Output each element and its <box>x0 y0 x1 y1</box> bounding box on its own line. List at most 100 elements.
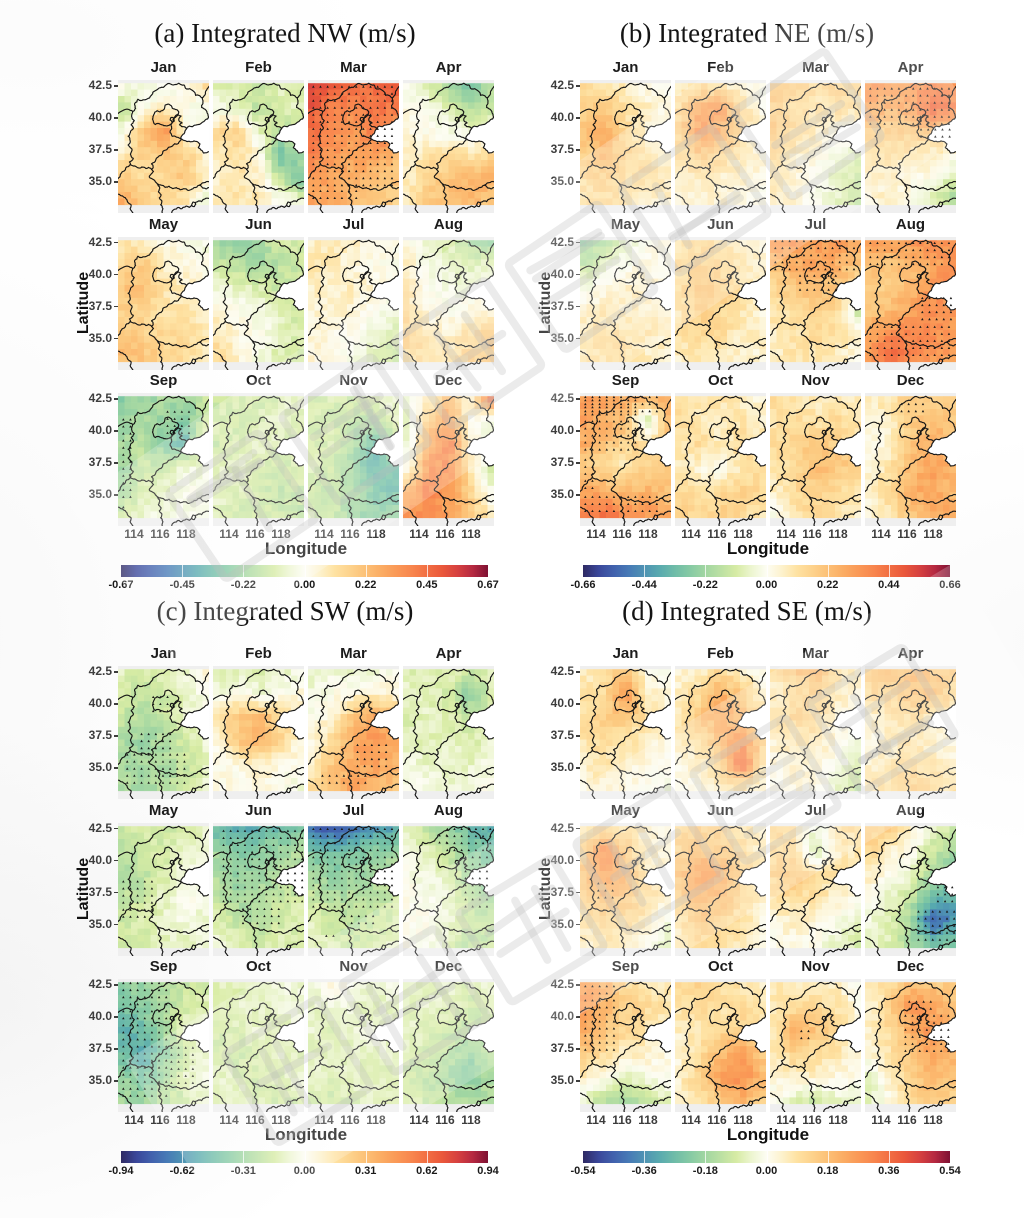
xtick-a-c1-114: 114 <box>219 527 239 541</box>
month-map-feb <box>213 666 304 799</box>
month-map-oct <box>675 979 766 1112</box>
month-map-dec <box>403 393 494 526</box>
month-map-apr <box>865 666 956 799</box>
ytick-d-r0-35: 35.0 <box>544 760 580 774</box>
xtick-c-c0-114: 114 <box>124 1113 144 1127</box>
month-map-jul <box>308 822 399 956</box>
month-label-a-oct: Oct <box>245 372 271 389</box>
month-map-dec <box>865 979 956 1112</box>
cblabel-b-4: 0.22 <box>816 579 839 591</box>
map-a-jan <box>118 80 209 213</box>
xtick-b-c0-114: 114 <box>586 527 606 541</box>
xtick-b-c2-114: 114 <box>776 527 796 541</box>
month-map-dec <box>403 979 494 1112</box>
ytick-a-r2-42.5: 42.5 <box>82 391 118 405</box>
month-map-jun <box>675 822 766 956</box>
ytick-b-r2-37.5: 37.5 <box>544 455 580 469</box>
month-label-d-nov: Nov <box>801 958 830 975</box>
month-label-b-may: May <box>610 215 641 233</box>
month-map-mar <box>770 666 861 799</box>
map-c-aug <box>403 822 494 956</box>
month-label-b-aug: Aug <box>895 215 926 233</box>
ytick-b-r2-42.5: 42.5 <box>544 391 580 405</box>
month-map-oct <box>675 393 766 526</box>
map-b-nov <box>770 393 861 526</box>
map-a-oct <box>213 393 304 526</box>
cblabel-a-3: 0.00 <box>293 579 316 591</box>
map-d-jul <box>770 822 861 956</box>
map-a-jun <box>213 236 304 370</box>
map-d-mar <box>770 666 861 799</box>
ytick-a-r2-40: 40.0 <box>82 423 118 437</box>
ytick-c-r0-37.5: 37.5 <box>82 728 118 742</box>
ytick-b-r0-37.5: 37.5 <box>544 142 580 156</box>
ytick-b-r0-35: 35.0 <box>544 174 580 188</box>
ytick-b-r1-42.5: 42.5 <box>544 235 580 249</box>
month-label-a-dec: Dec <box>434 372 463 389</box>
month-label-d-dec: Dec <box>896 958 925 975</box>
month-label-a-apr: Apr <box>435 59 462 76</box>
ytick-d-r2-42.5: 42.5 <box>544 977 580 991</box>
cblabel-a-1: -0.45 <box>169 579 195 591</box>
ytick-a-r0-42.5: 42.5 <box>82 78 118 92</box>
month-map-mar <box>308 666 399 799</box>
ytick-a-r2-37.5: 37.5 <box>82 455 118 469</box>
month-label-c-jun: Jun <box>245 801 272 819</box>
xtick-b-c3-118: 118 <box>923 527 943 541</box>
colorbar-d <box>583 1151 950 1163</box>
ytick-b-r0-40: 40.0 <box>544 110 580 124</box>
month-label-c-sep: Sep <box>149 958 178 975</box>
month-label-c-oct: Oct <box>245 958 271 975</box>
ytick-d-r0-37.5: 37.5 <box>544 728 580 742</box>
month-label-d-apr: Apr <box>897 645 924 662</box>
xtick-a-c3-116: 116 <box>435 527 455 541</box>
map-b-dec <box>865 393 956 526</box>
ytick-d-r2-40: 40.0 <box>544 1009 580 1023</box>
xtick-d-c2-118: 118 <box>828 1113 848 1127</box>
cblabel-c-5: 0.62 <box>416 1165 438 1177</box>
xtick-a-c2-118: 118 <box>366 527 386 541</box>
month-label-d-jul: Jul <box>804 801 827 819</box>
ytick-c-r1-35: 35.0 <box>82 917 118 931</box>
month-map-jul <box>770 236 861 370</box>
ytick-c-r2-35: 35.0 <box>82 1073 118 1087</box>
month-label-b-feb: Feb <box>707 59 734 76</box>
map-b-apr <box>865 80 956 213</box>
map-d-sep <box>580 979 671 1112</box>
ytick-c-r0-40: 40.0 <box>82 696 118 710</box>
xtick-c-c3-116: 116 <box>435 1113 455 1127</box>
map-c-nov <box>308 979 399 1112</box>
map-d-oct <box>675 979 766 1112</box>
ytick-b-r1-40: 40.0 <box>544 267 580 281</box>
cblabel-a-0: -0.67 <box>108 579 134 591</box>
month-label-b-dec: Dec <box>896 372 925 389</box>
month-label-d-jan: Jan <box>612 645 639 662</box>
ytick-a-r0-40: 40.0 <box>82 110 118 124</box>
cblabel-c-3: 0.00 <box>293 1165 316 1177</box>
xtick-a-c0-118: 118 <box>176 527 196 541</box>
map-b-jan <box>580 80 671 213</box>
ytick-a-r1-35: 35.0 <box>82 331 118 345</box>
map-b-may <box>580 236 671 370</box>
month-label-b-apr: Apr <box>897 59 924 76</box>
map-d-feb <box>675 666 766 799</box>
month-label-b-nov: Nov <box>801 372 830 389</box>
ytick-d-r1-40: 40.0 <box>544 853 580 867</box>
cblabel-c-2: -0.31 <box>230 1165 256 1177</box>
month-map-aug <box>865 822 956 956</box>
ytick-a-r1-40: 40.0 <box>82 267 118 281</box>
map-c-dec <box>403 979 494 1112</box>
xtick-c-c2-116: 116 <box>340 1113 360 1127</box>
month-map-jan <box>118 80 209 213</box>
map-b-aug <box>865 236 956 370</box>
month-map-jun <box>675 236 766 370</box>
panel-d-xlabel: Longitude <box>726 1125 810 1144</box>
colorbar-c <box>121 1151 488 1163</box>
xtick-a-c0-114: 114 <box>124 527 144 541</box>
month-label-c-nov: Nov <box>339 958 368 975</box>
month-map-apr <box>865 80 956 213</box>
cblabel-c-4: 0.31 <box>354 1165 377 1177</box>
ytick-d-r2-37.5: 37.5 <box>544 1041 580 1055</box>
month-label-d-aug: Aug <box>895 801 926 819</box>
cblabel-c-0: -0.94 <box>108 1165 134 1177</box>
